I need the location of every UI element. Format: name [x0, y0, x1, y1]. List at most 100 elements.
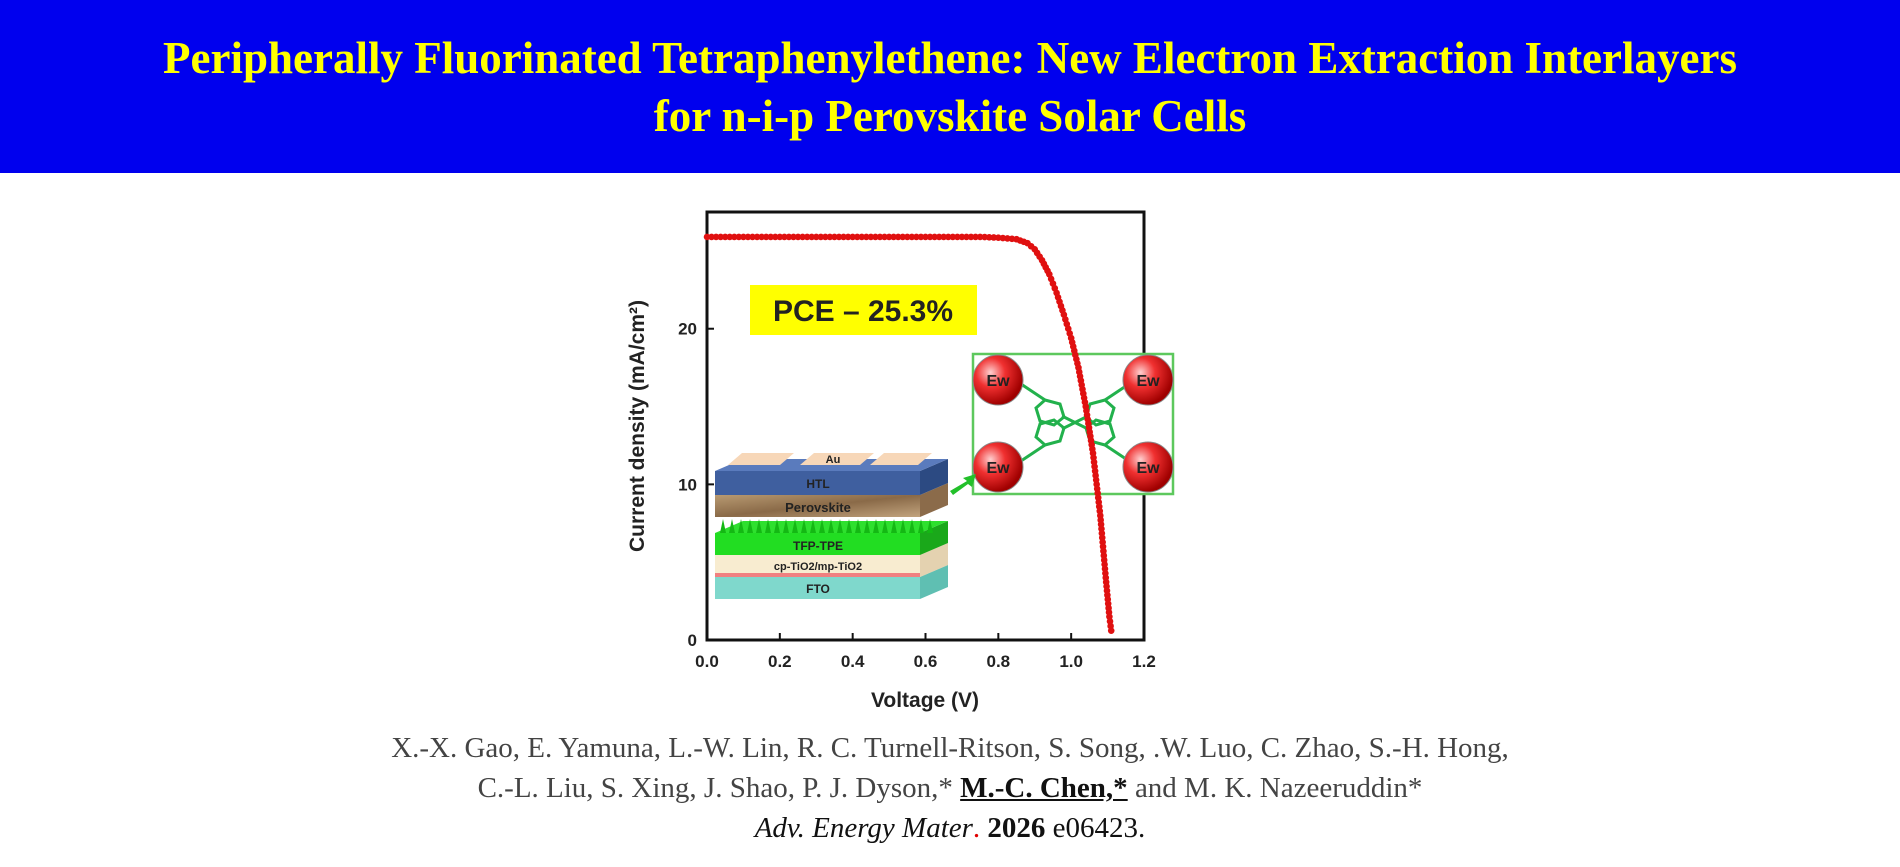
x-tick-label: 0.8: [987, 652, 1011, 671]
jv-marker: [812, 233, 820, 241]
jv-marker: [844, 233, 852, 241]
x-tick-label: 0.4: [841, 652, 865, 671]
layer-label-htl: HTL: [806, 477, 829, 491]
jv-marker: [735, 233, 743, 241]
jv-marker: [762, 233, 770, 241]
jv-marker: [794, 233, 802, 241]
jv-marker: [972, 233, 979, 241]
jv-marker: [967, 233, 975, 241]
jv-marker: [885, 233, 893, 241]
jv-marker: [817, 233, 825, 241]
molecule-label: Ew: [1136, 373, 1160, 390]
jv-marker: [913, 233, 920, 241]
device-stack-inset: Au HTL Perovskite TFP-TPE cp-TiO2/mp-TiO…: [715, 453, 976, 599]
jv-marker: [790, 233, 797, 241]
jv-marker: [803, 233, 811, 241]
jv-marker: [849, 233, 856, 241]
title-line-2: for n-i-p Perovskite Solar Cells: [653, 90, 1247, 141]
jv-marker: [771, 233, 779, 241]
jv-marker: [935, 233, 943, 241]
jv-marker: [731, 233, 738, 241]
jv-marker: [858, 233, 866, 241]
y-tick-label: 10: [678, 475, 697, 494]
jv-marker: [899, 233, 907, 241]
jv-marker: [931, 233, 938, 241]
citation-authors-line2: C.-L. Liu, S. Xing, J. Shao, P. J. Dyson…: [0, 768, 1900, 808]
y-tick-label: 20: [678, 320, 697, 339]
jv-marker: [831, 233, 838, 241]
jv-marker: [781, 233, 788, 241]
journal-name: Adv. Energy Mater: [754, 812, 973, 844]
jv-chart: Voltage (V) Current density (mA/cm²) 0.0…: [626, 210, 1175, 712]
citation-authors-line1: X.-X. Gao, E. Yamuna, L.-W. Lin, R. C. T…: [391, 732, 1509, 764]
jv-marker: [940, 233, 948, 241]
jv-marker: [876, 233, 884, 241]
molecule-inset: Ew Ew Ew Ew: [971, 352, 1175, 496]
jv-marker: [954, 233, 961, 241]
journal-dot: .: [972, 812, 981, 844]
y-tick-label: 0: [688, 631, 697, 650]
jv-marker: [1107, 627, 1115, 634]
layer-label-perovskite: Perovskite: [785, 500, 851, 515]
jv-marker: [822, 233, 829, 241]
jv-marker: [753, 233, 761, 241]
jv-marker: [776, 233, 784, 241]
jv-marker: [853, 233, 861, 241]
jv-marker: [908, 233, 916, 241]
jv-marker: [963, 233, 970, 241]
jv-marker: [872, 233, 879, 241]
citation-journal-line: Adv. Energy Mater. 2026 e06423.: [0, 808, 1900, 848]
title-line-1: Peripherally Fluorinated Tetraphenylethe…: [163, 32, 1737, 83]
jv-marker: [826, 233, 834, 241]
citation-block: X.-X. Gao, E. Yamuna, L.-W. Lin, R. C. T…: [0, 728, 1900, 848]
jv-marker: [749, 233, 756, 241]
jv-marker: [922, 233, 929, 241]
article-number: e06423.: [1052, 812, 1146, 844]
pce-badge: [750, 285, 977, 335]
jv-marker: [726, 233, 734, 241]
jv-marker: [863, 233, 870, 241]
x-tick-label: 0.2: [768, 652, 792, 671]
jv-marker: [785, 233, 793, 241]
authors-post: and M. K. Nazeeruddin*: [1134, 772, 1423, 804]
jv-marker: [917, 233, 925, 241]
jv-marker: [949, 233, 957, 241]
jv-marker: [721, 233, 729, 241]
tfp-spikes: [720, 519, 933, 533]
jv-marker: [744, 233, 752, 241]
jv-series: [703, 233, 1115, 634]
jv-marker: [867, 233, 875, 241]
jv-marker: [958, 233, 966, 241]
jv-marker: [881, 233, 888, 241]
authors-pre: C.-L. Liu, S. Xing, J. Shao, P. J. Dyson…: [477, 772, 953, 804]
jv-marker: [758, 233, 765, 241]
x-tick-label: 0.0: [695, 652, 719, 671]
jv-marker: [903, 233, 911, 241]
jv-marker: [712, 233, 720, 241]
pce-label: PCE – 25.3%: [773, 295, 953, 328]
jv-marker: [717, 233, 724, 241]
molecule-label: Ew: [1136, 460, 1160, 477]
molecule-label: Ew: [986, 460, 1010, 477]
x-tick-label: 0.6: [914, 652, 938, 671]
jv-marker: [740, 233, 747, 241]
x-tick-label: 1.0: [1059, 652, 1083, 671]
jv-marker: [708, 233, 715, 241]
jv-marker: [703, 233, 711, 241]
jv-marker: [835, 233, 843, 241]
layer-label-fto: FTO: [806, 582, 830, 596]
x-axis-label: Voltage (V): [871, 689, 979, 712]
layer-label-au: Au: [826, 454, 841, 466]
highlighted-author: M.-C. Chen,*: [960, 772, 1128, 804]
jv-marker: [767, 233, 775, 241]
title-banner: Peripherally Fluorinated Tetraphenylethe…: [0, 0, 1900, 173]
layer-label-tio2: cp-TiO2/mp-TiO2: [774, 561, 862, 573]
jv-marker: [890, 233, 897, 241]
jv-marker: [840, 233, 847, 241]
x-tick-label: 1.2: [1132, 652, 1156, 671]
layer-label-tfp-tpe: TFP-TPE: [793, 539, 843, 553]
molecule-label: Ew: [986, 373, 1010, 390]
jv-marker: [894, 233, 902, 241]
jv-figure: Voltage (V) Current density (mA/cm²) 0.0…: [620, 195, 1260, 725]
jv-marker: [808, 233, 815, 241]
